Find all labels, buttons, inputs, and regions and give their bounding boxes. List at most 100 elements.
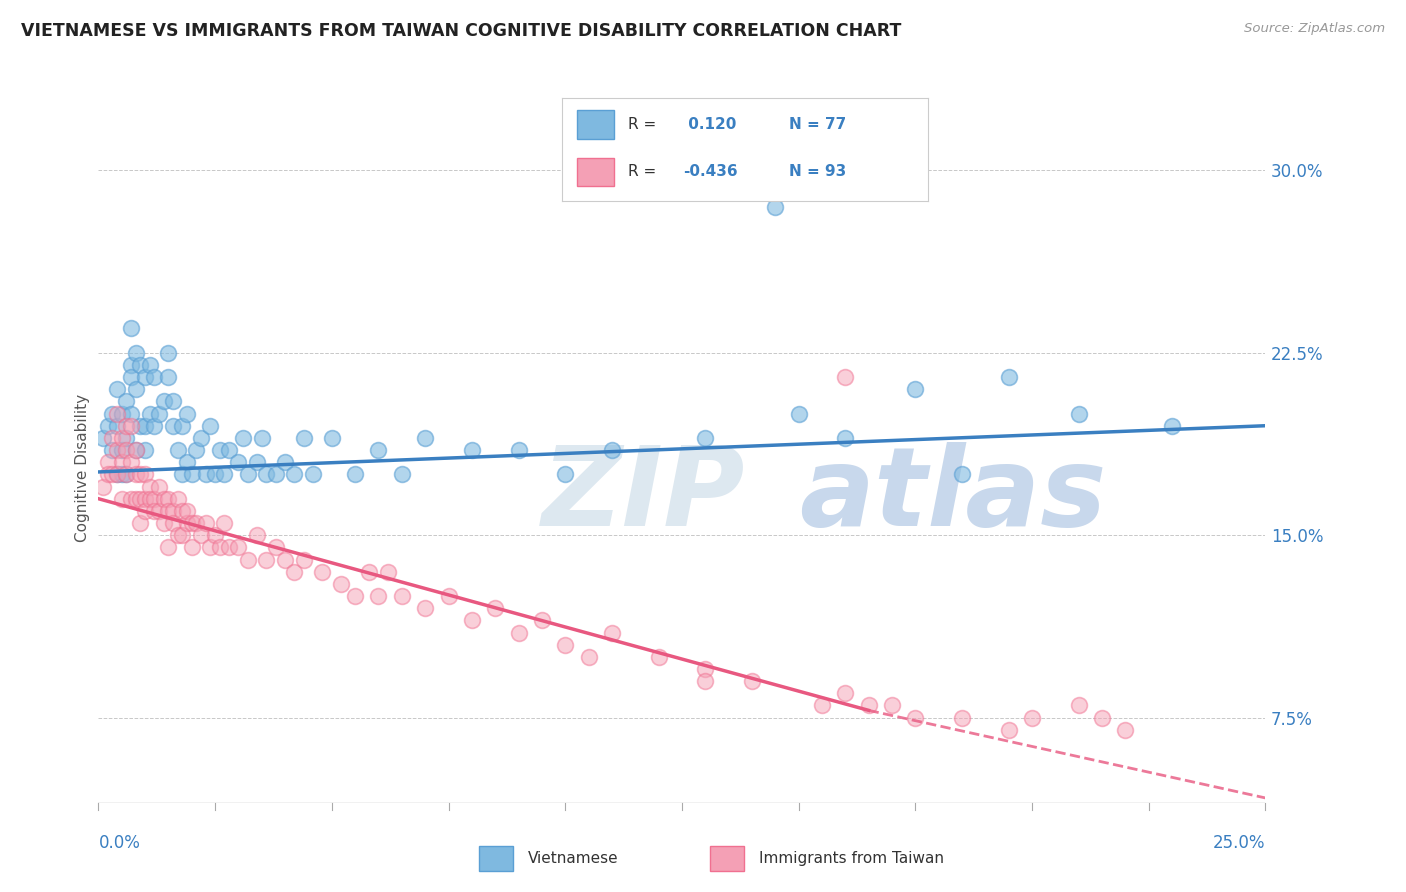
- Point: [858, 698, 880, 713]
- Point: [344, 467, 367, 482]
- Point: [148, 504, 170, 518]
- Point: [1021, 711, 1043, 725]
- Point: [172, 504, 194, 518]
- Text: Vietnamese: Vietnamese: [529, 851, 619, 866]
- Point: [321, 431, 343, 445]
- Point: [950, 467, 973, 482]
- Bar: [576, 158, 613, 186]
- Point: [359, 565, 381, 579]
- Point: [129, 358, 152, 372]
- Text: Immigrants from Taiwan: Immigrants from Taiwan: [759, 851, 945, 866]
- Point: [186, 443, 208, 458]
- Point: [204, 528, 226, 542]
- Point: [834, 686, 856, 700]
- Point: [232, 431, 254, 445]
- Point: [111, 455, 134, 469]
- Point: [139, 358, 162, 372]
- Point: [111, 443, 134, 458]
- Text: N = 93: N = 93: [789, 164, 846, 179]
- Text: Source: ZipAtlas.com: Source: ZipAtlas.com: [1244, 22, 1385, 36]
- Point: [120, 321, 142, 335]
- Point: [218, 541, 240, 555]
- Point: [600, 443, 623, 458]
- Point: [330, 577, 353, 591]
- Point: [741, 674, 763, 689]
- Point: [111, 431, 134, 445]
- Point: [787, 407, 810, 421]
- Text: N = 77: N = 77: [789, 117, 846, 132]
- Point: [105, 418, 128, 433]
- Point: [190, 431, 212, 445]
- Text: VIETNAMESE VS IMMIGRANTS FROM TAIWAN COGNITIVE DISABILITY CORRELATION CHART: VIETNAMESE VS IMMIGRANTS FROM TAIWAN COG…: [21, 22, 901, 40]
- Point: [120, 407, 142, 421]
- Point: [256, 552, 278, 566]
- Point: [190, 528, 212, 542]
- Point: [134, 504, 156, 518]
- Point: [904, 382, 927, 396]
- Point: [172, 528, 194, 542]
- Point: [218, 443, 240, 458]
- Point: [166, 491, 188, 506]
- Point: [166, 528, 188, 542]
- Text: ZIP: ZIP: [541, 442, 745, 549]
- Point: [162, 516, 184, 530]
- Point: [125, 382, 148, 396]
- Point: [148, 479, 170, 493]
- Point: [176, 504, 198, 518]
- Point: [143, 370, 166, 384]
- Point: [97, 455, 120, 469]
- Point: [200, 418, 222, 433]
- Point: [1114, 723, 1136, 737]
- Bar: [710, 847, 745, 871]
- Point: [101, 407, 124, 421]
- Text: 25.0%: 25.0%: [1213, 834, 1265, 852]
- Point: [311, 565, 333, 579]
- Point: [246, 455, 269, 469]
- Point: [101, 467, 124, 482]
- Point: [508, 443, 530, 458]
- Point: [97, 467, 120, 482]
- Point: [763, 200, 786, 214]
- Point: [484, 601, 506, 615]
- Point: [91, 479, 114, 493]
- Point: [91, 431, 114, 445]
- Point: [246, 528, 269, 542]
- Point: [413, 431, 436, 445]
- Text: -0.436: -0.436: [683, 164, 738, 179]
- Point: [367, 589, 389, 603]
- Point: [250, 431, 273, 445]
- Point: [880, 698, 903, 713]
- Point: [180, 516, 202, 530]
- Point: [125, 443, 148, 458]
- Point: [105, 467, 128, 482]
- Point: [176, 516, 198, 530]
- Point: [120, 491, 142, 506]
- Point: [292, 431, 315, 445]
- Point: [139, 407, 162, 421]
- Point: [204, 467, 226, 482]
- Point: [1067, 698, 1090, 713]
- Point: [129, 467, 152, 482]
- Point: [134, 443, 156, 458]
- Point: [274, 455, 297, 469]
- Point: [695, 431, 717, 445]
- Point: [157, 541, 180, 555]
- Point: [391, 589, 413, 603]
- Point: [134, 418, 156, 433]
- Point: [200, 541, 222, 555]
- Point: [1067, 407, 1090, 421]
- Point: [105, 382, 128, 396]
- Point: [413, 601, 436, 615]
- Point: [115, 467, 138, 482]
- Point: [695, 662, 717, 676]
- Point: [194, 516, 217, 530]
- Point: [111, 407, 134, 421]
- Point: [283, 565, 305, 579]
- Point: [115, 418, 138, 433]
- Point: [997, 723, 1019, 737]
- Text: atlas: atlas: [799, 442, 1107, 549]
- Point: [166, 443, 188, 458]
- Point: [530, 613, 553, 627]
- Point: [143, 491, 166, 506]
- Point: [647, 649, 669, 664]
